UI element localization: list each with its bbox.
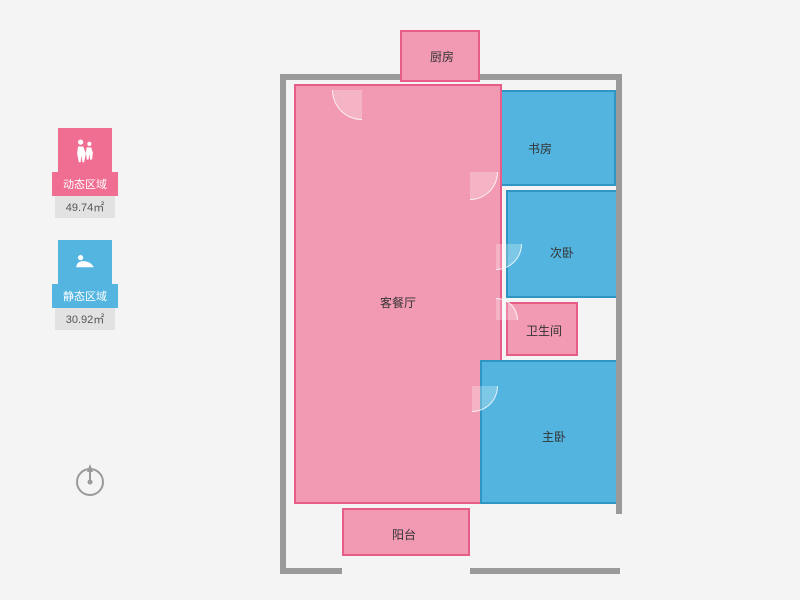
room-label-balcony: 阳台 [392, 526, 416, 543]
legend-static-title: 静态区域 [52, 284, 118, 308]
room-label-kitchen: 厨房 [430, 48, 454, 65]
wall-segment [280, 568, 342, 574]
rest-icon [58, 240, 112, 284]
legend-dynamic-title: 动态区域 [52, 172, 118, 196]
legend-static-value: 30.92㎡ [55, 308, 115, 330]
room-label-study: 书房 [528, 140, 552, 157]
legend-dynamic-value: 49.74㎡ [55, 196, 115, 218]
legend-static: 静态区域 30.92㎡ [50, 240, 120, 330]
room-label-bathroom: 卫生间 [526, 322, 562, 339]
room-label-living: 客餐厅 [380, 294, 416, 311]
legend-panel: 动态区域 49.74㎡ 静态区域 30.92㎡ [50, 128, 120, 352]
room-label-second_bed: 次卧 [550, 244, 574, 261]
wall-segment [280, 74, 286, 574]
compass-icon [70, 460, 110, 500]
wall-segment [470, 568, 620, 574]
floorplan: 厨房书房次卧客餐厅卫生间主卧阳台 [280, 30, 640, 570]
people-icon [58, 128, 112, 172]
wall-segment [616, 74, 622, 514]
legend-dynamic: 动态区域 49.74㎡ [50, 128, 120, 218]
wall-segment [280, 74, 400, 80]
wall-segment [480, 74, 620, 80]
room-label-master_bed: 主卧 [542, 428, 566, 445]
